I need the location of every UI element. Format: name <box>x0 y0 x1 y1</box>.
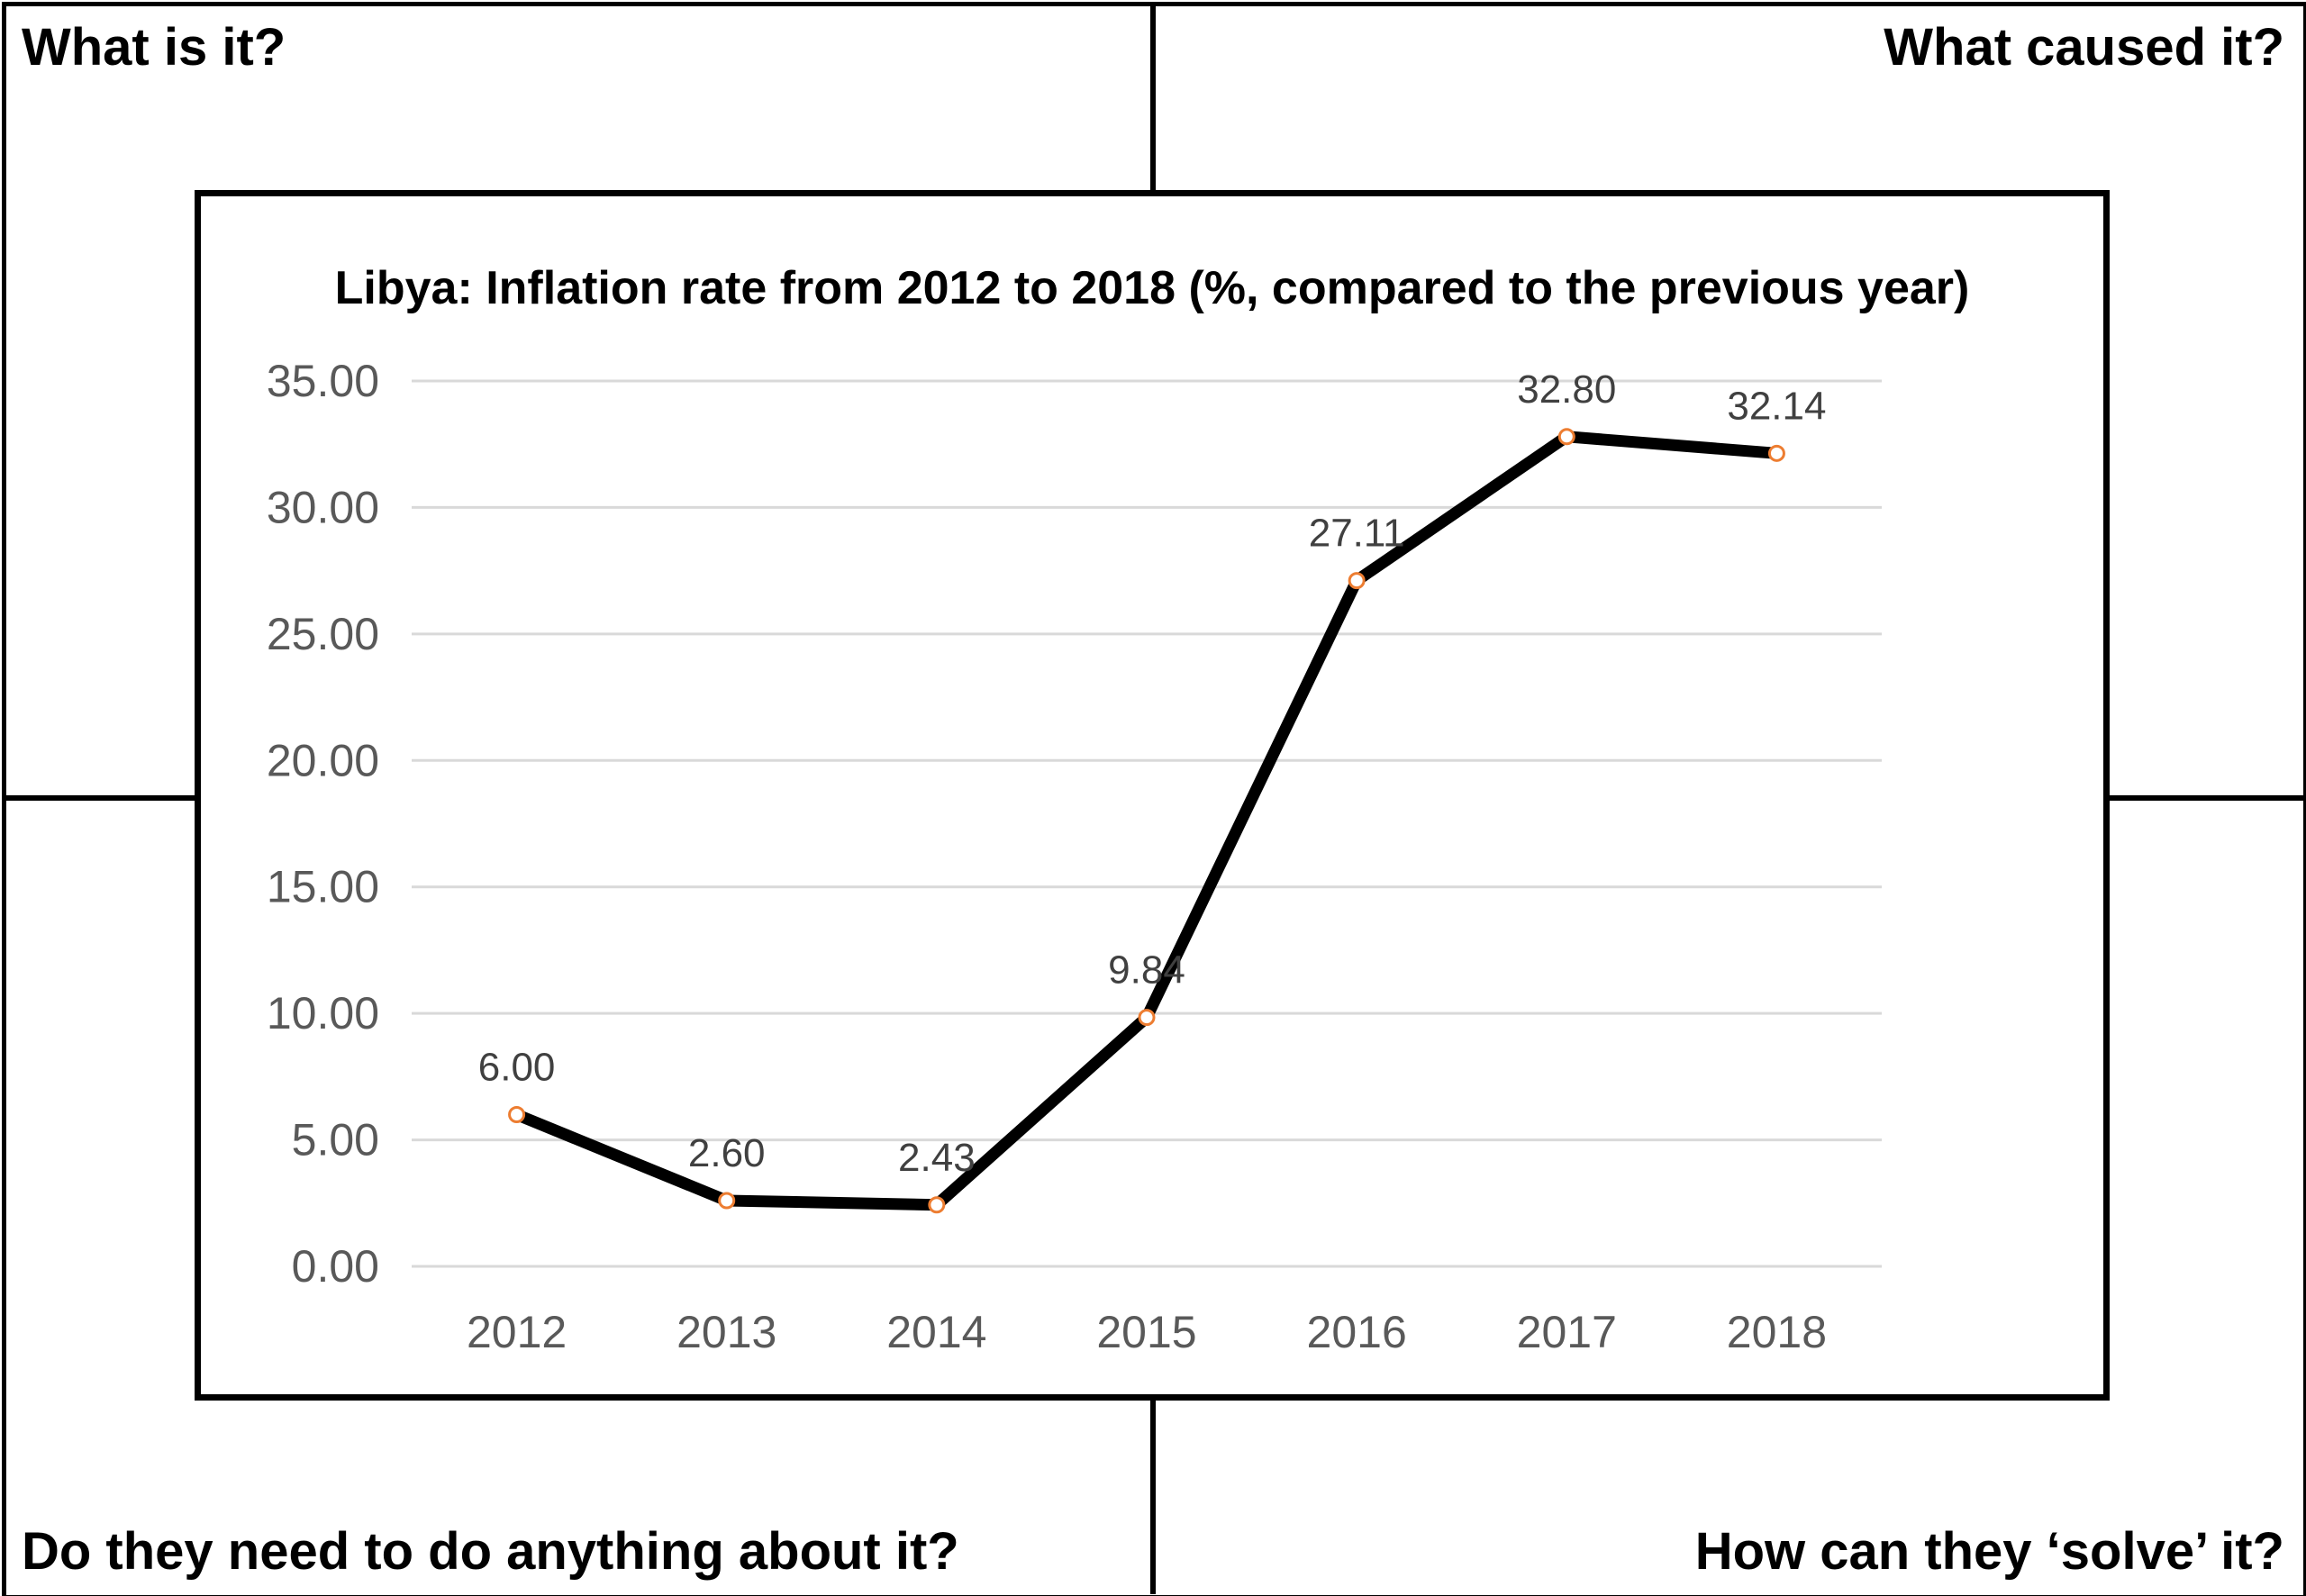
series-line-group <box>511 431 1783 1211</box>
data-point-marker <box>1138 1009 1156 1027</box>
y-tick-label: 10.00 <box>267 988 379 1038</box>
data-value-label: 32.80 <box>1517 367 1616 412</box>
data-value-label: 6.00 <box>478 1045 556 1089</box>
x-tick-label: 2016 <box>1307 1307 1407 1357</box>
y-tick-label: 25.00 <box>267 609 379 659</box>
y-tick-label: 0.00 <box>292 1241 379 1292</box>
data-point-marker <box>1767 444 1785 462</box>
x-tick-label: 2015 <box>1096 1307 1196 1357</box>
data-point-marker <box>1557 428 1575 446</box>
data-value-label: 32.14 <box>1727 384 1826 428</box>
data-value-label: 27.11 <box>1309 512 1405 556</box>
y-tick-label: 20.00 <box>267 735 379 785</box>
data-point-marker <box>1348 572 1366 590</box>
line-chart: 0.00 5.00 10.00 15.00 20.00 25.00 30.00 35.00 2… <box>267 356 1882 1357</box>
data-value-label: 2.60 <box>688 1131 766 1175</box>
chart-container: Libya: Inflation rate from 2012 to 2018 … <box>195 190 2110 1401</box>
y-tick-label: 15.00 <box>267 862 379 912</box>
y-tick-label: 5.00 <box>292 1115 379 1165</box>
quadrant-label-what-is-it: What is it? <box>22 18 286 77</box>
data-value-label: 9.84 <box>1108 948 1185 993</box>
y-axis-ticks: 0.00 5.00 10.00 15.00 20.00 25.00 30.00 35.00 <box>267 356 379 1292</box>
x-tick-label: 2017 <box>1517 1307 1617 1357</box>
x-tick-label: 2014 <box>886 1307 986 1357</box>
series-line <box>511 431 1783 1211</box>
data-value-label: 2.43 <box>898 1136 976 1180</box>
x-axis-ticks: 2012 2013 2014 2015 2016 2017 2018 <box>467 1307 1827 1357</box>
quadrant-label-how-can-they-solve: How can they ‘solve’ it? <box>1694 1522 2284 1581</box>
x-tick-label: 2012 <box>467 1307 567 1357</box>
data-point-marker <box>508 1105 526 1123</box>
data-point-marker <box>718 1192 736 1210</box>
quadrant-label-what-caused-it: What caused it? <box>1884 18 2284 77</box>
y-tick-label: 35.00 <box>267 356 379 406</box>
data-labels: 6.00 2.60 2.43 9.84 27.11 32.80 32.14 <box>478 367 1827 1180</box>
quadrant-label-do-they-need-to-act: Do they need to do anything about it? <box>22 1522 959 1581</box>
chart-title: Libya: Inflation rate from 2012 to 2018 … <box>334 262 1970 314</box>
x-tick-label: 2013 <box>676 1307 776 1357</box>
series-markers <box>508 428 1785 1214</box>
data-point-marker <box>928 1196 946 1214</box>
x-tick-label: 2018 <box>1727 1307 1827 1357</box>
gridlines <box>412 379 1882 1268</box>
y-tick-label: 30.00 <box>267 482 379 532</box>
